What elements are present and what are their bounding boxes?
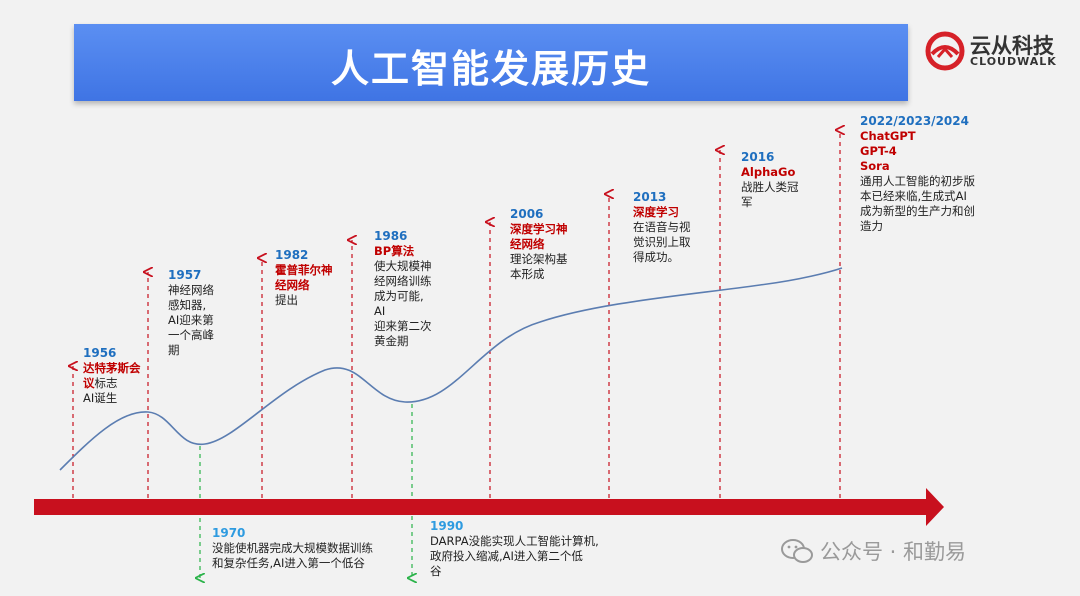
low-1970: 1970 没能使机器完成大规模数据训练 和复杂任务,AI进入第一个低谷 xyxy=(212,526,373,570)
title-banner: 人工智能发展历史 xyxy=(74,24,908,101)
event-2022-2024: 2022/2023/2024 ChatGPT GPT-4 Sora 通用人工智能… xyxy=(860,114,975,233)
watermark-text: 公众号 · 和勤易 xyxy=(820,540,967,564)
event-1986: 1986 BP算法 使大规模神 经网络训练 成为可能, AI 迎来第二次 黄金期 xyxy=(374,229,432,348)
event-1982: 1982 霍普菲尔神经网络 提出 xyxy=(275,248,333,307)
cloudwalk-logo-icon xyxy=(925,31,965,71)
event-2006: 2006 深度学习神经网络 理论架构基 本形成 xyxy=(510,207,568,281)
event-1957: 1957 神经网络 感知器, AI迎来第 一个高峰 期 xyxy=(168,268,214,357)
logo-text-en: CLOUDWALK xyxy=(970,55,1057,68)
event-2013: 2013 深度学习 在语音与视 觉识别上取 得成功。 xyxy=(633,190,691,264)
low-1990: 1990 DARPA没能实现人工智能计算机, 政府投入缩减,AI进入第二个低 谷 xyxy=(430,519,599,578)
wechat-icon xyxy=(781,539,813,563)
event-2016: 2016 AlphaGo 战胜人类冠 军 xyxy=(741,150,799,209)
ai-trend-curve xyxy=(59,267,843,471)
event-1956: 1956 达特茅斯会议标志 AI诞生 xyxy=(83,346,141,405)
cloudwalk-logo: 云从科技 CLOUDWALK xyxy=(924,28,1074,76)
timeline-axis-arrow xyxy=(34,488,944,526)
logo-text-cn: 云从科技 xyxy=(970,34,1054,58)
page-title: 人工智能发展历史 xyxy=(330,47,651,91)
